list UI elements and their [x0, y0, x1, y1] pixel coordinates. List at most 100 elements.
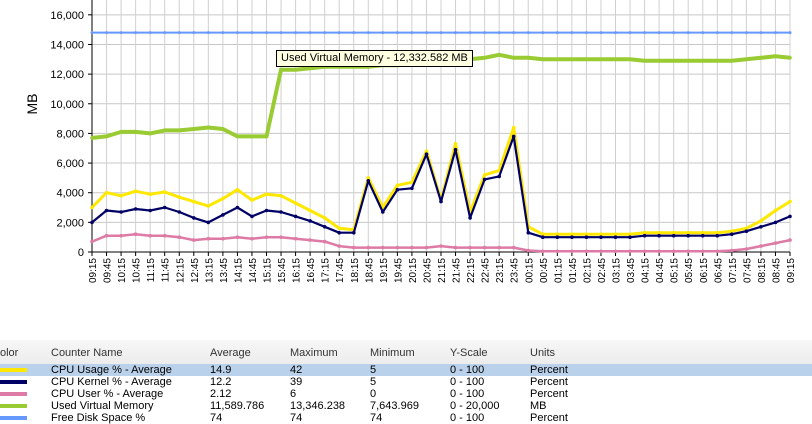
data-point	[366, 179, 371, 183]
data-point	[701, 59, 705, 63]
legend-row[interactable]: Free Disk Space % 74 74 74 0 - 100 Percent	[0, 412, 812, 424]
data-point	[177, 31, 181, 35]
header-average[interactable]: Average	[210, 347, 251, 359]
header-maximum[interactable]: Maximum	[290, 347, 338, 359]
data-point	[614, 31, 617, 35]
data-point	[715, 31, 719, 35]
header-color[interactable]: olor	[0, 347, 19, 359]
data-point	[221, 213, 225, 217]
data-point	[104, 190, 109, 195]
data-point	[584, 232, 589, 236]
data-point	[774, 31, 777, 35]
data-point	[410, 180, 414, 185]
data-point	[177, 128, 182, 133]
data-point	[90, 239, 94, 244]
data-point	[148, 31, 152, 35]
y-tick-label: 0	[78, 247, 84, 259]
data-point	[526, 248, 531, 253]
data-point	[599, 232, 603, 236]
data-point	[744, 226, 749, 231]
data-point	[133, 130, 138, 134]
legend-row[interactable]: CPU User % - Average 2.12 6 0 0 - 100 Percent	[0, 388, 812, 400]
legend-cell-yscale: 0 - 100	[450, 412, 485, 424]
data-point	[192, 31, 196, 35]
x-tick-label: 12:15	[175, 258, 186, 283]
data-point	[104, 208, 109, 213]
data-point	[613, 249, 618, 254]
x-tick-label: 14:45	[248, 258, 259, 283]
data-point	[162, 233, 167, 238]
header-yscale[interactable]: Y-Scale	[450, 347, 488, 359]
data-point	[584, 31, 588, 35]
data-point	[221, 127, 225, 131]
data-point	[308, 219, 312, 223]
legend-row[interactable]: CPU Usage % - Average 14.9 42 5 0 - 100 Perce…	[0, 364, 812, 376]
legend-cell-maximum: 42	[290, 364, 303, 376]
data-point	[119, 233, 123, 238]
data-point	[555, 31, 559, 35]
header-units[interactable]: Units	[530, 347, 556, 359]
data-point	[279, 210, 283, 214]
data-point	[773, 220, 778, 225]
data-point	[788, 199, 792, 204]
data-point	[352, 230, 356, 235]
data-point	[497, 245, 502, 250]
legend-header: olor Counter Name Average Maximum Minimu…	[0, 340, 812, 365]
data-point	[657, 59, 661, 63]
data-point	[642, 230, 647, 235]
data-point	[511, 125, 516, 130]
legend-cell-yscale: 0 - 100	[450, 376, 485, 388]
data-point	[148, 192, 152, 196]
x-tick-label: 23:15	[495, 258, 506, 283]
x-tick-label: 01:15	[553, 258, 564, 283]
data-point	[119, 210, 123, 214]
data-point	[541, 31, 545, 35]
data-point	[162, 190, 167, 194]
data-point	[308, 66, 312, 70]
y-tick-labels: 0 2,000 4,000 6,000 8,000 10,000 12,000 14,000 1…	[50, 10, 84, 259]
data-point	[395, 183, 400, 188]
data-point	[482, 177, 487, 182]
data-point	[657, 230, 661, 235]
data-point	[90, 31, 94, 35]
data-point	[206, 31, 210, 35]
legend-table: olor Counter Name Average Maximum Minimu…	[0, 338, 812, 424]
data-point	[715, 59, 720, 63]
legend-cell-name: CPU Usage % - Average	[51, 364, 172, 376]
legend-cell-minimum: 5	[370, 376, 377, 388]
data-point	[264, 235, 269, 239]
data-point	[759, 244, 763, 248]
legend-row[interactable]: Used Virtual Memory 11,589.786 13,346.238 7…	[0, 400, 812, 412]
data-point	[715, 230, 720, 235]
header-counter-name[interactable]: Counter Name	[51, 347, 123, 359]
data-point	[482, 56, 487, 60]
data-point	[570, 249, 574, 254]
y-tick-label: 16,000	[50, 10, 84, 22]
chart-grid	[91, 0, 791, 253]
legend-cell-yscale: 0 - 100	[450, 364, 485, 376]
legend-row[interactable]: CPU Kernel % - Average 12.2 39 5 0 - 100 Perc…	[0, 376, 812, 388]
x-tick-label: 18:15	[350, 258, 361, 283]
data-point	[454, 31, 457, 35]
data-point	[133, 207, 138, 211]
data-point	[584, 249, 589, 254]
data-point	[773, 241, 778, 245]
data-point	[293, 236, 298, 241]
data-point	[497, 174, 502, 179]
data-point	[322, 225, 327, 229]
data-point	[279, 67, 283, 72]
data-point	[148, 233, 152, 238]
legend-cell-average: 12.2	[210, 376, 232, 388]
data-point	[264, 192, 269, 196]
data-point	[235, 31, 239, 35]
data-point	[337, 226, 342, 231]
data-point	[759, 219, 763, 223]
data-point	[162, 128, 167, 133]
data-point	[250, 214, 254, 219]
data-point	[701, 233, 705, 238]
series-lines	[90, 31, 792, 254]
data-point	[555, 232, 560, 236]
y-tick-label: 12,000	[50, 69, 84, 81]
header-minimum[interactable]: Minimum	[370, 347, 415, 359]
legend-color-swatch	[0, 368, 27, 372]
